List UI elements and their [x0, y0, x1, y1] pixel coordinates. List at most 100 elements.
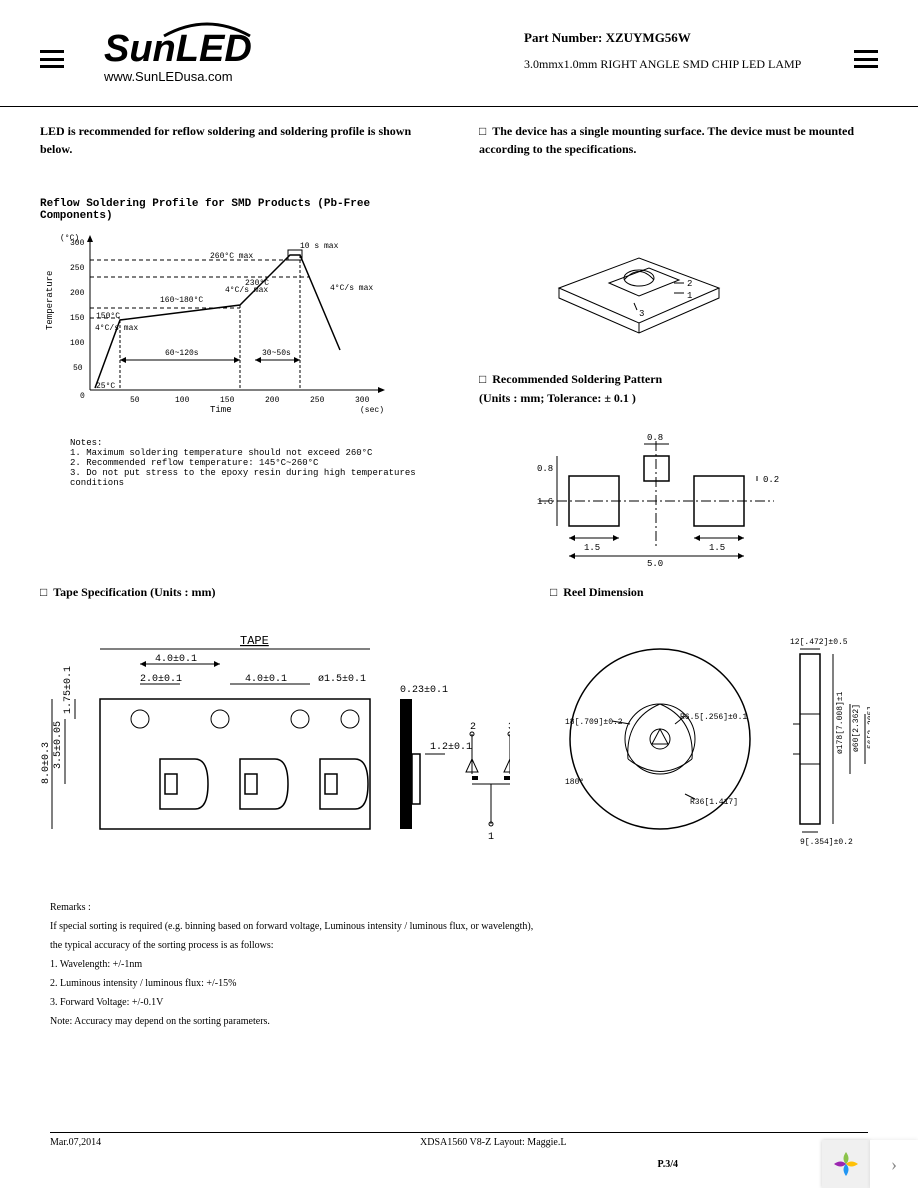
part-number-line: Part Number: XZUYMG56W — [524, 30, 834, 46]
tape-title: □ Tape Specification (Units : mm) — [40, 585, 510, 600]
reflow-chart: Reflow Soldering Profile for SMD Product… — [40, 198, 420, 478]
svg-text:R6.5[.256]±0.1: R6.5[.256]±0.1 — [680, 713, 747, 722]
svg-text:0.8: 0.8 — [647, 433, 663, 443]
solder-pattern-diagram: 0.8 0.8 1.6 0.2 1.5 1.5 5.0 — [529, 426, 789, 566]
chevron-right-icon: › — [891, 1154, 897, 1175]
next-page-button[interactable]: › — [870, 1140, 918, 1188]
svg-text:4°C/s max: 4°C/s max — [225, 286, 268, 295]
logo-arc-icon — [162, 20, 252, 38]
svg-text:60~120s: 60~120s — [165, 349, 199, 358]
svg-text:3: 3 — [639, 309, 644, 319]
nav-logo-icon[interactable] — [822, 1140, 870, 1188]
mounting-desc: The device has a single mounting surface… — [479, 124, 854, 156]
tape-reel-section: □ Tape Specification (Units : mm) TAPE 4… — [0, 570, 918, 878]
device-3d-diagram: 2 1 3 — [539, 198, 739, 348]
remarks-title: Remarks : — [50, 898, 868, 917]
svg-text:150: 150 — [220, 396, 235, 405]
svg-text:1: 1 — [687, 291, 692, 301]
svg-text:100: 100 — [175, 396, 190, 405]
svg-text:150°C: 150°C — [96, 312, 120, 321]
solder-pattern-title: □ Recommended Soldering Pattern — [479, 372, 878, 387]
svg-text:4.0±0.1: 4.0±0.1 — [155, 654, 197, 665]
svg-text:0.23±0.1: 0.23±0.1 — [400, 685, 448, 696]
reflow-notes: Notes: 1. Maximum soldering temperature … — [70, 438, 420, 488]
part-info: Part Number: XZUYMG56W 3.0mmx1.0mm RIGHT… — [524, 30, 834, 76]
svg-text:50: 50 — [130, 396, 140, 405]
part-label: Part Number: — [524, 30, 602, 45]
remark-line: 3. Forward Voltage: +/-0.1V — [50, 993, 868, 1012]
svg-text:4°C/s max: 4°C/s max — [330, 284, 373, 293]
reflow-title: Reflow Soldering Profile for SMD Product… — [40, 198, 420, 222]
svg-text:4.0±0.1: 4.0±0.1 — [245, 674, 287, 685]
main-content: LED is recommended for reflow soldering … — [0, 107, 918, 570]
solder-title-text: Recommended Soldering Pattern — [492, 372, 662, 386]
hamburger-menu-icon-right[interactable] — [854, 50, 878, 68]
nav-widget: › — [822, 1140, 918, 1188]
footer-date: Mar.07,2014 — [50, 1137, 420, 1148]
svg-text:180°: 180° — [565, 778, 584, 787]
logo-block: SunLED www.SunLEDusa.com — [104, 28, 252, 84]
svg-text:200: 200 — [70, 289, 85, 298]
svg-text:2: 2 — [470, 722, 476, 733]
svg-text:ø60[2.362]: ø60[2.362] — [852, 704, 861, 752]
svg-text:9[.354]±0.2: 9[.354]±0.2 — [800, 838, 853, 847]
reflow-chart-svg: 300 250 200 150 100 50 0 (°C) 50 100 150… — [40, 230, 420, 430]
svg-text:1.6: 1.6 — [537, 497, 553, 507]
svg-text:12[.472]±0.5: 12[.472]±0.5 — [790, 638, 848, 647]
svg-text:0.2: 0.2 — [763, 475, 779, 485]
svg-text:(°C): (°C) — [60, 234, 79, 243]
svg-text:150: 150 — [70, 314, 85, 323]
svg-text:250: 250 — [310, 396, 325, 405]
notes-label: Notes: — [70, 438, 420, 448]
svg-text:5.0: 5.0 — [647, 559, 663, 566]
svg-text:(sec): (sec) — [360, 406, 384, 415]
bullet-icon: □ — [479, 124, 486, 138]
svg-text:260°C max: 260°C max — [210, 252, 253, 261]
svg-text:1.2±0.1: 1.2±0.1 — [430, 742, 472, 753]
svg-text:25°C: 25°C — [96, 382, 115, 391]
svg-text:2: 2 — [687, 279, 692, 289]
solder-units: (Units : mm; Tolerance: ± 0.1 ) — [479, 391, 878, 406]
bullet-icon: □ — [550, 585, 557, 599]
svg-text:1.75±0.1: 1.75±0.1 — [63, 666, 74, 714]
svg-text:200: 200 — [265, 396, 280, 405]
note-2: 2. Recommended reflow temperature: 145°C… — [70, 458, 420, 468]
reel-title: □ Reel Dimension — [550, 585, 878, 600]
svg-text:3: 3 — [508, 722, 510, 733]
left-column: LED is recommended for reflow soldering … — [40, 122, 439, 570]
svg-text:2.0±0.1: 2.0±0.1 — [140, 674, 182, 685]
tape-title-text: Tape Specification (Units : mm) — [53, 585, 215, 599]
logo-url: www.SunLEDusa.com — [104, 69, 252, 84]
remarks-section: Remarks : If special sorting is required… — [0, 878, 918, 1031]
svg-text:56[2.205]: 56[2.205] — [867, 706, 870, 749]
svg-text:0: 0 — [80, 392, 85, 401]
part-description: 3.0mmx1.0mm RIGHT ANGLE SMD CHIP LED LAM… — [524, 54, 834, 76]
right-column: □ The device has a single mounting surfa… — [479, 122, 878, 570]
note-1: 1. Maximum soldering temperature should … — [70, 448, 420, 458]
svg-text:8.0±0.3: 8.0±0.3 — [41, 742, 52, 784]
remark-line: 2. Luminous intensity / luminous flux: +… — [50, 974, 868, 993]
remark-line: 1. Wavelength: +/-1nm — [50, 955, 868, 974]
remark-line: If special sorting is required (e.g. bin… — [50, 917, 868, 936]
svg-text:300: 300 — [355, 396, 370, 405]
mounting-text: □ The device has a single mounting surfa… — [479, 122, 878, 158]
svg-text:ø178[7.008]±1: ø178[7.008]±1 — [836, 691, 845, 754]
svg-text:Time: Time — [210, 405, 232, 415]
svg-text:1.5: 1.5 — [584, 543, 600, 553]
svg-text:4°C/s max: 4°C/s max — [95, 324, 138, 333]
svg-text:10 s max: 10 s max — [300, 242, 339, 251]
svg-text:18[.709]±0.2: 18[.709]±0.2 — [565, 718, 623, 727]
header: SunLED www.SunLEDusa.com Part Number: XZ… — [0, 0, 918, 107]
hamburger-menu-icon[interactable] — [40, 50, 64, 68]
tape-column: □ Tape Specification (Units : mm) TAPE 4… — [40, 585, 510, 878]
svg-text:100: 100 — [70, 339, 85, 348]
reel-column: □ Reel Dimension 18[.709]±0.2 R6.5[.256]… — [550, 585, 878, 878]
note-3: 3. Do not put stress to the epoxy resin … — [70, 468, 420, 488]
svg-text:1.5: 1.5 — [709, 543, 725, 553]
footer-doc: XDSA1560 V8-Z Layout: Maggie.L — [420, 1137, 868, 1148]
svg-text:Temperature: Temperature — [45, 271, 55, 330]
bullet-icon: □ — [40, 585, 47, 599]
svg-text:3.5±0.05: 3.5±0.05 — [53, 721, 64, 769]
reel-diagram: 18[.709]±0.2 R6.5[.256]±0.1 180° R36[1.4… — [550, 624, 870, 854]
svg-text:1: 1 — [488, 832, 494, 843]
